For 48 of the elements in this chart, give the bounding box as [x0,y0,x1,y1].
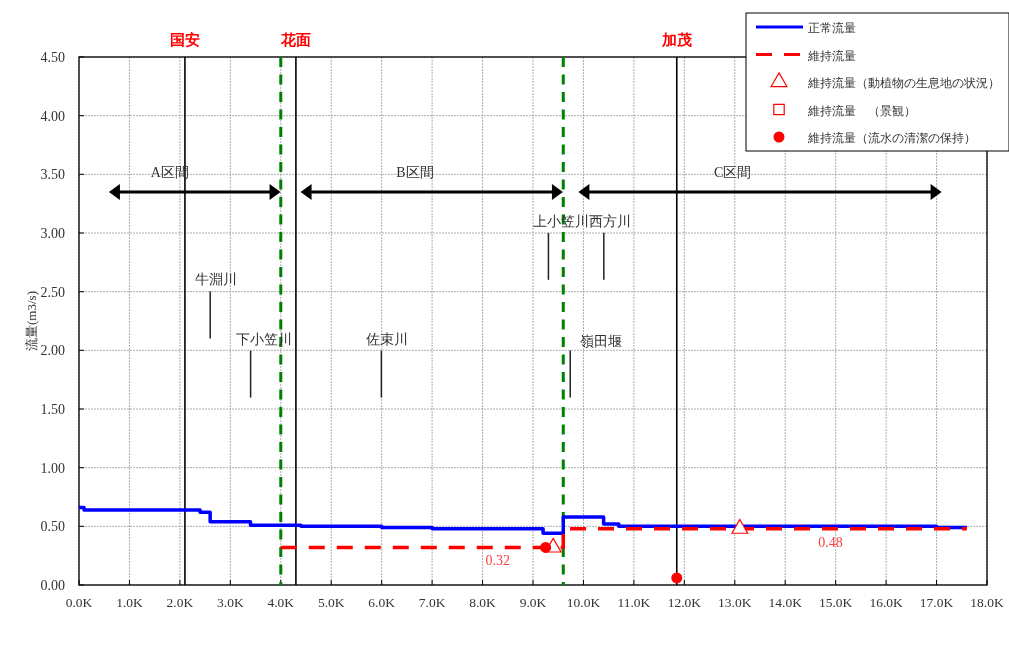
x-tick-label: 9.0K [519,595,547,610]
x-tick-label: 10.0K [566,595,601,610]
y-tick-label: 3.00 [40,226,65,241]
annotation: 佐束川 [366,331,409,347]
annotation: 牛淵川 [195,272,238,288]
x-tick-label: 7.0K [418,595,446,610]
x-tick-label: 8.0K [469,595,497,610]
x-tick-label: 6.0K [368,595,396,610]
annotation: 上小笠川 [533,213,590,229]
data-label: 0.32 [485,553,510,569]
x-tick-label: 1.0K [116,595,144,610]
x-tick-label: 17.0K [919,595,954,610]
legend-label: 維持流量 [807,48,856,63]
legend-label: 維持流量（動植物の生息地の状況） [807,76,1000,90]
y-tick-label: 1.00 [40,460,65,476]
ref-line-label: 花面 [279,31,311,49]
x-tick-label: 12.0K [667,595,702,610]
x-tick-label: 0.0K [65,595,93,610]
y-tick-label: 1.50 [40,402,65,417]
x-tick-label: 13.0K [718,595,752,610]
y-tick-label: 4.00 [40,108,65,124]
x-tick-label: 5.0K [317,595,345,610]
x-tick-label: 4.0K [267,595,295,610]
y-axis-title: 流量(m3/s) [24,291,39,351]
annotation: C区間 [714,164,752,180]
legend-label: 維持流量（流水の清潔の保持） [807,131,976,145]
x-tick-label: 11.0K [617,595,651,610]
x-tick-label: 2.0K [166,595,194,610]
annotation: 嶺田堰 [580,333,623,349]
x-tick-label: 15.0K [818,595,853,610]
x-tick-label: 18.0K [970,595,1004,610]
legend-label: 正常流量 [808,21,856,35]
legend-label: 維持流量 （景観） [807,103,916,118]
y-tick-label: 0.00 [40,578,65,593]
y-tick-label: 2.50 [40,284,65,300]
y-tick-label: 4.50 [40,50,65,65]
x-tick-label: 16.0K [869,595,904,610]
annotation: 西方川 [588,213,631,229]
ref-line-label: 加茂 [660,31,692,49]
data-label: 0.48 [818,534,843,550]
x-tick-label: 3.0K [217,595,244,610]
y-tick-label: 2.00 [40,343,65,359]
annotation: B区間 [396,164,434,180]
y-tick-label: 3.50 [40,167,65,183]
y-tick-label: 0.50 [40,519,65,535]
annotation: 下小笠川 [235,331,292,347]
ref-line-label: 国安 [169,31,200,49]
x-tick-label: 14.0K [768,595,803,610]
